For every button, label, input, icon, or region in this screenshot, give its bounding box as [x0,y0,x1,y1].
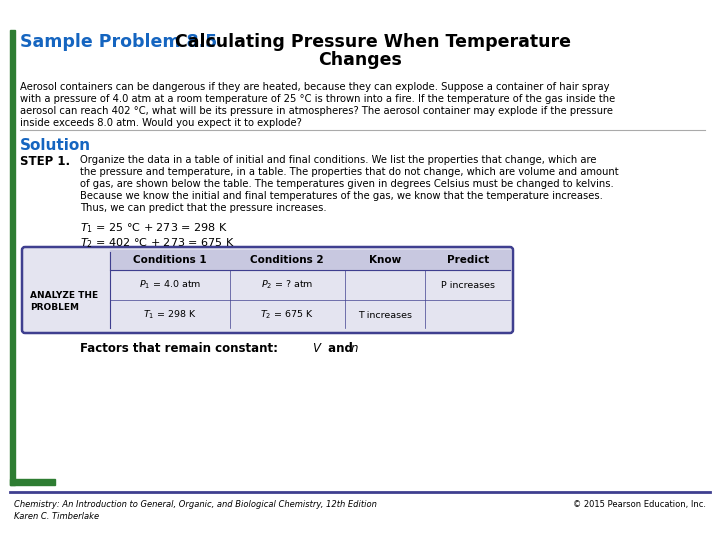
Text: Because we know the initial and final temperatures of the gas, we know that the : Because we know the initial and final te… [80,191,603,201]
Text: $\mathit{T}_1$ = 25 °C + 273 = 298 K: $\mathit{T}_1$ = 25 °C + 273 = 298 K [80,221,228,235]
Text: Thus, we can predict that the pressure increases.: Thus, we can predict that the pressure i… [80,203,327,213]
Text: $\mathit{n}$: $\mathit{n}$ [350,341,359,354]
Text: Chemistry: An Introduction to General, Organic, and Biological Chemistry, 12th E: Chemistry: An Introduction to General, O… [14,500,377,509]
Text: Changes: Changes [318,51,402,69]
Bar [10,30,15,485]
Text: PROBLEM: PROBLEM [30,302,79,312]
Text: Calculating Pressure When Temperature: Calculating Pressure When Temperature [175,33,571,51]
FancyBboxPatch shape [22,247,513,333]
Text: with a pressure of 4.0 atm at a room temperature of 25 °C is thrown into a fire.: with a pressure of 4.0 atm at a room tem… [20,94,616,104]
Text: of gas, are shown below the table. The temperatures given in degrees Celsius mus: of gas, are shown below the table. The t… [80,179,613,189]
Text: Conditions 1: Conditions 1 [133,255,207,265]
Text: aerosol can reach 402 °C, what will be its pressure in atmospheres? The aerosol : aerosol can reach 402 °C, what will be i… [20,106,613,116]
Text: inside exceeds 8.0 atm. Would you expect it to explode?: inside exceeds 8.0 atm. Would you expect… [20,118,302,128]
Text: T increases: T increases [358,310,412,320]
Text: Karen C. Timberlake: Karen C. Timberlake [14,512,99,521]
Text: Factors that remain constant:: Factors that remain constant: [80,341,282,354]
Text: Sample Problem 8.5: Sample Problem 8.5 [20,33,223,51]
Text: and: and [324,341,357,354]
Text: the pressure and temperature, in a table. The properties that do not change, whi: the pressure and temperature, in a table… [80,167,618,177]
Text: Aerosol containers can be dangerous if they are heated, because they can explode: Aerosol containers can be dangerous if t… [20,82,610,92]
Text: $\mathit{T}_2$ = 675 K: $\mathit{T}_2$ = 675 K [260,309,314,321]
Text: $\mathit{P}_1$ = 4.0 atm: $\mathit{P}_1$ = 4.0 atm [139,279,201,291]
Text: © 2015 Pearson Education, Inc.: © 2015 Pearson Education, Inc. [573,500,706,509]
Text: Know: Know [369,255,401,265]
Bar [110,250,510,270]
Text: $\mathit{T}_2$ = 402 °C + 273 = 675 K: $\mathit{T}_2$ = 402 °C + 273 = 675 K [80,236,235,250]
Text: P increases: P increases [441,280,495,289]
Text: $\mathit{P}_2$ = ? atm: $\mathit{P}_2$ = ? atm [261,279,313,291]
Text: $\mathit{V}$: $\mathit{V}$ [312,341,323,354]
Text: Conditions 2: Conditions 2 [250,255,324,265]
Text: Solution: Solution [20,138,91,153]
Text: STEP 1.: STEP 1. [20,155,70,168]
Bar [10,479,55,485]
Text: Predict: Predict [447,255,489,265]
Text: $\mathit{T}_1$ = 298 K: $\mathit{T}_1$ = 298 K [143,309,197,321]
Text: ANALYZE THE: ANALYZE THE [30,291,98,300]
Text: Organize the data in a table of initial and final conditions. We list the proper: Organize the data in a table of initial … [80,155,596,165]
